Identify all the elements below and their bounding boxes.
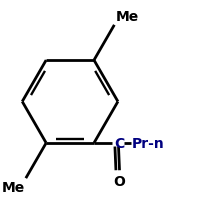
Text: C: C [114, 136, 124, 150]
Text: O: O [114, 174, 126, 188]
Text: Me: Me [1, 180, 25, 194]
Text: Pr-n: Pr-n [132, 136, 165, 150]
Text: Me: Me [115, 10, 139, 24]
